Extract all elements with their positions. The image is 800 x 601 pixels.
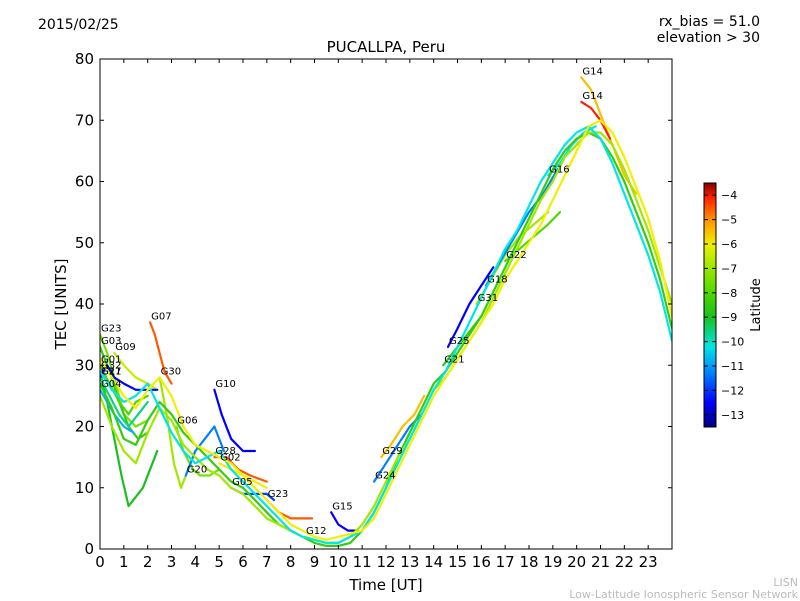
x-tick-label: 9 <box>310 553 320 571</box>
rx-bias-label: rx_bias = 51.0 <box>658 14 760 30</box>
colorbar-tick-label: −4 <box>721 189 737 202</box>
series-line-30 <box>100 131 672 545</box>
series-label-27: G14 <box>582 66 602 77</box>
series-label-17: G15 <box>332 501 352 512</box>
y-tick-label: 10 <box>75 479 94 497</box>
x-tick-label: 8 <box>286 553 296 571</box>
x-tick-label: 17 <box>496 553 515 571</box>
x-tick-label: 13 <box>400 553 419 571</box>
y-tick-label: 80 <box>75 50 94 68</box>
series-label-8: G07 <box>151 311 171 322</box>
x-tick-label: 1 <box>119 553 129 571</box>
series-label-12: G10 <box>215 379 235 390</box>
x-tick-label: 10 <box>329 553 348 571</box>
series-label-28: G14 <box>582 91 602 102</box>
series-label-10: G06 <box>177 416 197 427</box>
series-label-9: G30 <box>161 367 181 378</box>
series-line-21 <box>446 266 495 348</box>
series-label-23: G31 <box>478 293 498 304</box>
colorbar-tick-label: −9 <box>721 311 737 324</box>
series-label-21: G25 <box>449 336 469 347</box>
series-label-0: G23 <box>101 324 121 335</box>
x-tick-label: 2 <box>143 553 153 571</box>
x-tick-label: 12 <box>376 553 395 571</box>
x-tick-label: 11 <box>353 553 372 571</box>
series-line-16 <box>265 498 314 520</box>
series-label-11: G20 <box>187 465 207 476</box>
colorbar-tick-label: −10 <box>721 336 744 349</box>
series-line-10 <box>175 425 221 477</box>
series-line-31 <box>100 125 672 545</box>
colorbar-label: Latitude <box>749 278 764 332</box>
series-label-25: G22 <box>506 250 526 261</box>
y-tick-label: 30 <box>75 356 94 374</box>
series-label-15: G05 <box>232 477 252 488</box>
series-label-18: G12 <box>306 526 326 537</box>
x-tick-label: 16 <box>472 553 491 571</box>
series-line-4 <box>100 370 159 508</box>
colorbar-tick-label: −12 <box>721 384 744 397</box>
series-label-3: G01 <box>101 354 121 365</box>
x-tick-label: 4 <box>191 553 201 571</box>
series-line-3 <box>100 364 149 416</box>
y-axis-label: TEC [UNITS] <box>52 259 70 351</box>
x-tick-label: 23 <box>639 553 658 571</box>
colorbar-tick-label: −13 <box>721 409 744 422</box>
series-line-28 <box>580 100 612 140</box>
x-tick-label: 18 <box>519 553 538 571</box>
colorbar-tick-label: −5 <box>721 214 737 227</box>
x-tick-label: 6 <box>238 553 248 571</box>
colorbar-tick-label: −7 <box>721 262 737 275</box>
series-label-19: G24 <box>375 471 395 482</box>
y-tick-label: 60 <box>75 173 94 191</box>
series-label-2: G09 <box>115 342 135 353</box>
y-tick-label: 20 <box>75 418 94 436</box>
x-tick-label: 5 <box>214 553 224 571</box>
elevation-label: elevation > 30 <box>656 30 760 46</box>
series-label-16: G23 <box>268 489 288 500</box>
date-label: 2015/02/25 <box>38 17 119 33</box>
y-tick-label: 70 <box>75 111 94 129</box>
x-tick-label: 0 <box>95 553 105 571</box>
y-tick-label: 40 <box>75 295 94 313</box>
series-line-17 <box>330 511 359 532</box>
series-label-24: G18 <box>487 275 507 286</box>
series-line-20 <box>380 394 426 459</box>
series-label-13: G28 <box>215 446 235 457</box>
series-line-12 <box>213 388 256 453</box>
series-label-7: G04 <box>101 379 121 390</box>
x-tick-label: 15 <box>448 553 467 571</box>
x-axis-label: Time [UT] <box>348 576 422 594</box>
series-label-20: G29 <box>382 446 402 457</box>
series-line-32 <box>100 119 672 541</box>
series-label-4: G32 <box>101 360 121 371</box>
series-label-1: G03 <box>101 336 121 347</box>
x-tick-label: 22 <box>615 553 634 571</box>
footer-network-name: Low-Latitude Ionospheric Sensor Network <box>569 588 798 601</box>
series-label-22: G21 <box>444 354 464 365</box>
x-tick-label: 21 <box>591 553 610 571</box>
y-tick-label: 0 <box>84 540 94 558</box>
series-label-14: G02 <box>220 452 240 463</box>
colorbar-tick-label: −6 <box>721 238 737 251</box>
y-tick-label: 50 <box>75 234 94 252</box>
series-label-6: G11 <box>101 367 121 378</box>
series-line-5 <box>100 376 149 428</box>
series-line-8 <box>149 321 173 385</box>
chart-title: PUCALLPA, Peru <box>327 38 446 56</box>
x-tick-label: 20 <box>567 553 586 571</box>
x-tick-label: 14 <box>424 553 443 571</box>
series-label-5: G27 <box>101 367 121 378</box>
colorbar-tick-label: −11 <box>721 360 744 373</box>
series-label-26: G16 <box>549 164 569 175</box>
footer-network-abbrev: LISN <box>773 576 798 589</box>
x-tick-label: 19 <box>543 553 562 571</box>
x-tick-label: 3 <box>167 553 177 571</box>
x-tick-label: 7 <box>262 553 272 571</box>
colorbar-tick-label: −8 <box>721 287 737 300</box>
